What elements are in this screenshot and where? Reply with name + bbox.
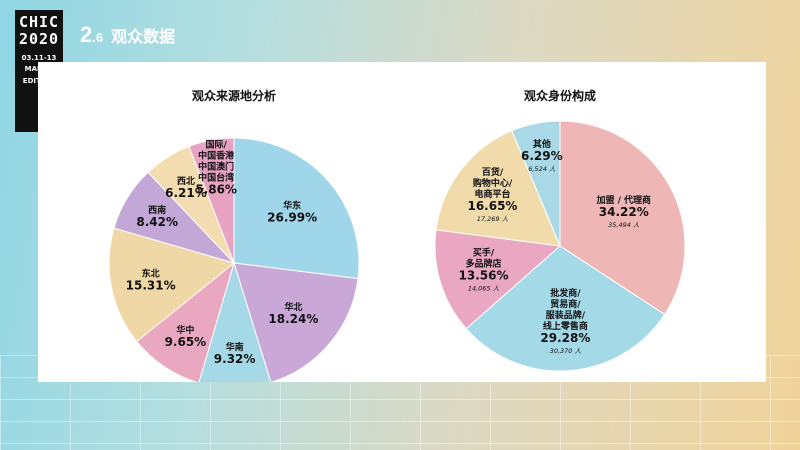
slice-name: 贸易商/	[550, 298, 581, 310]
pie-slice	[233, 137, 360, 280]
chart-panel: 观众来源地分析 观众身份构成 华东 26.99% 华北 18.24% 华南 9.32% 华中…	[38, 62, 766, 382]
slice-percent: 6.29%	[521, 149, 563, 163]
slice-name: 国际/	[206, 140, 228, 151]
slice-name: 中国澳门	[198, 161, 234, 173]
pie-slice	[135, 261, 235, 382]
slice-percent: 8.42%	[136, 215, 178, 229]
logo-line-1: CHIC	[18, 13, 60, 31]
logo-line-2: 2020	[18, 30, 60, 48]
section-title: 2.6 观众数据	[80, 22, 175, 48]
slice-percent: 9.65%	[165, 335, 207, 349]
slice-count: 30,370 人	[550, 347, 582, 355]
slice-label: 西南 8.42%	[136, 204, 178, 229]
pie-slice	[465, 245, 666, 372]
pie-slice	[233, 262, 359, 382]
section-number: 2	[80, 22, 93, 47]
slice-label: 西北 6.21%	[165, 175, 207, 200]
pie-origin: 华东 26.99% 华北 18.24% 华南 9.32% 华中 9.65% 东北 15.31% 西南…	[108, 137, 360, 382]
slice-label: 华东 26.99%	[267, 200, 317, 225]
slice-name: 中国香港	[198, 150, 235, 162]
slice-count: 6,524 人	[528, 165, 556, 173]
slice-count: 14,065 人	[468, 284, 500, 292]
slice-name: 华东	[283, 200, 301, 212]
slice-name: 百货/	[482, 166, 504, 178]
slice-percent: 5.86%	[195, 183, 237, 197]
slice-percent: 26.99%	[267, 211, 317, 225]
slice-name: 多品牌店	[465, 257, 501, 269]
slice-label: 华南 9.32%	[214, 341, 256, 366]
slice-label: 华北 18.24%	[268, 301, 318, 326]
section-title-text: 观众数据	[111, 29, 176, 46]
slice-name: 华北	[284, 301, 302, 313]
slice-name: 电商平台	[474, 188, 510, 200]
pie-slice	[434, 229, 562, 330]
slice-percent: 13.56%	[459, 268, 509, 282]
slice-percent: 6.21%	[165, 186, 207, 200]
chart-title-origin: 观众来源地分析	[192, 88, 276, 103]
slice-name: 服装品牌/	[546, 309, 586, 321]
slice-label: 华中 9.65%	[165, 324, 207, 349]
slice-name: 西北	[177, 175, 195, 187]
slice-name: 线上零售商	[543, 320, 588, 332]
slice-label: 加盟 / 代理商 34.22% 35,494 人	[595, 194, 651, 229]
pie-identity: 加盟 / 代理商 34.22% 35,494 人批发商/贸易商/服装品牌/线上零售商…	[434, 120, 686, 372]
slice-label: 百货/购物中心/电商平台 16.65% 17,269 人	[467, 166, 517, 223]
slice-name: 华中	[176, 324, 194, 336]
section-subnumber: .6	[92, 30, 104, 45]
slice-label: 批发商/贸易商/服装品牌/线上零售商 29.28% 30,370 人	[540, 287, 590, 355]
chart-title-identity: 观众身份构成	[524, 88, 596, 103]
slice-name: 其他	[533, 138, 551, 150]
slice-name: 东北	[142, 268, 160, 280]
slice-label: 其他 6.29% 6,524 人	[521, 138, 563, 173]
slice-percent: 34.22%	[599, 205, 649, 219]
slice-count: 17,269 人	[477, 215, 509, 223]
slice-name: 中国台湾	[198, 172, 234, 184]
pie-slice	[108, 227, 236, 343]
pie-slice	[435, 129, 561, 247]
slice-percent: 9.32%	[214, 352, 256, 366]
slice-name: 购物中心/	[473, 177, 513, 189]
slice-percent: 18.24%	[268, 312, 318, 326]
pie-slice	[511, 120, 561, 247]
slice-count: 35,494 人	[608, 221, 640, 229]
slice-percent: 29.28%	[540, 331, 590, 345]
slice-label: 买手/多品牌店 13.56% 14,065 人	[459, 246, 509, 292]
slice-percent: 15.31%	[126, 279, 176, 293]
slice-label: 国际/中国香港中国澳门中国台湾 5.86%	[195, 140, 237, 197]
slice-label: 东北 15.31%	[126, 268, 176, 293]
pie-slice	[188, 137, 235, 264]
pie-slice	[198, 261, 272, 382]
logo-dates: 03.11-13	[21, 54, 57, 62]
slice-name: 批发商/	[550, 287, 581, 299]
slice-name: 西南	[148, 204, 166, 216]
slice-name: 华南	[226, 341, 244, 353]
slice-percent: 16.65%	[467, 199, 517, 213]
slice-name: 买手/	[473, 246, 495, 258]
slice-name: 加盟 / 代理商	[595, 194, 651, 206]
pie-charts: 观众来源地分析 观众身份构成 华东 26.99% 华北 18.24% 华南 9.32% 华中…	[108, 88, 686, 382]
